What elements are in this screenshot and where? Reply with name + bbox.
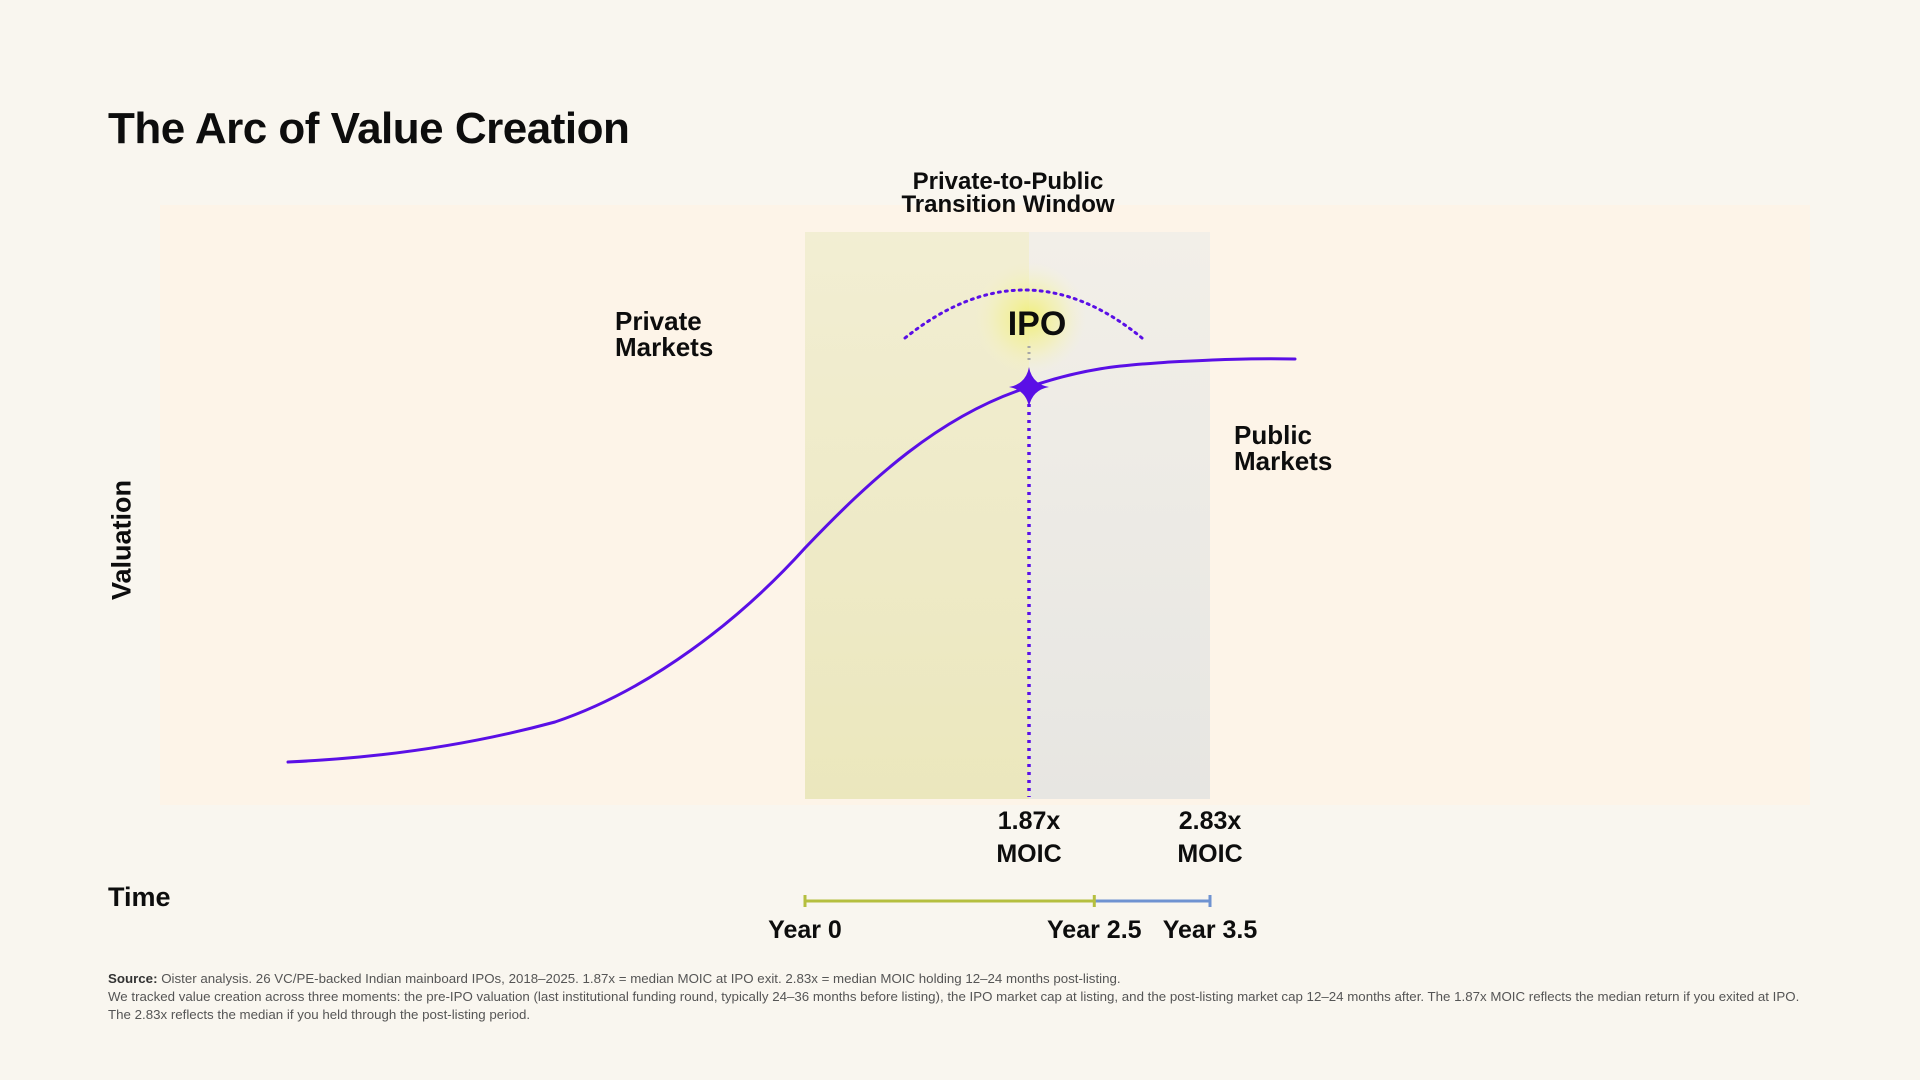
moic-ipo-value: 1.87x	[998, 807, 1061, 835]
timeline-tick-label: Year 2.5	[1047, 916, 1142, 944]
footnote-source: Source: Oister analysis. 26 VC/PE-backed…	[108, 970, 1808, 988]
window-title-line1: Private-to-Public	[913, 168, 1104, 195]
source-label: Source:	[108, 971, 158, 986]
moic-post-unit: MOIC	[1177, 840, 1242, 868]
timeline: Year 0 Year 2.5 Year 3.5	[768, 895, 1257, 944]
timeline-tick-label: Year 3.5	[1163, 916, 1258, 944]
footnote-method: We tracked value creation across three m…	[108, 989, 1800, 1022]
source-text: Oister analysis. 26 VC/PE-backed Indian …	[157, 971, 1121, 986]
x-axis-label: Time	[108, 882, 171, 912]
private-markets-line2: Markets	[615, 332, 713, 362]
chart-title: The Arc of Value Creation	[108, 104, 630, 153]
ipo-arc	[903, 288, 1144, 340]
moic-post-value: 2.83x	[1179, 807, 1242, 835]
public-markets-line2: Markets	[1234, 446, 1332, 476]
moic-ipo-unit: MOIC	[996, 840, 1061, 868]
timeline-tick-label: Year 0	[768, 916, 842, 944]
private-markets-line1: Private	[615, 306, 702, 336]
public-markets-line1: Public	[1234, 420, 1312, 450]
ipo-star-icon	[1009, 367, 1049, 407]
valuation-curve	[286, 357, 1297, 764]
ipo-glow	[974, 262, 1086, 374]
footnote: Source: Oister analysis. 26 VC/PE-backed…	[108, 970, 1808, 1024]
ipo-label: IPO	[1008, 305, 1067, 343]
window-title-line2: Transition Window	[901, 191, 1114, 218]
